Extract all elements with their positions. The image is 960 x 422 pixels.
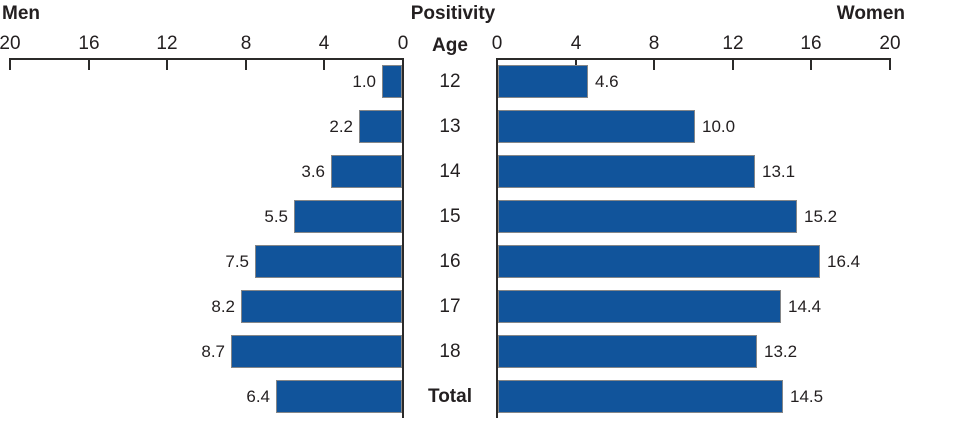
women-value-12: 4.6: [595, 72, 619, 91]
women-axis-tick-label-16: 16: [800, 33, 822, 54]
men-axis-tick-label-20: 20: [0, 33, 21, 54]
women-value-18: 13.2: [764, 342, 798, 361]
women-bar-18: [498, 335, 757, 368]
women-bar-17: [498, 290, 781, 323]
men-value-total: 6.4: [246, 387, 270, 406]
men-bar-17: [241, 290, 402, 323]
men-bar-14: [331, 155, 402, 188]
age-label-18: 18: [439, 341, 461, 362]
women-bar-total: [498, 380, 783, 413]
men-bar-18: [231, 335, 402, 368]
men-axis-tick-label-16: 16: [78, 33, 100, 54]
women-axis-tick-label-12: 12: [722, 33, 744, 54]
men-header: Men: [2, 3, 40, 24]
men-value-16: 7.5: [225, 252, 249, 271]
men-value-13: 2.2: [329, 117, 353, 136]
men-value-18: 8.7: [201, 342, 225, 361]
men-axis-tick-label-8: 8: [240, 33, 252, 54]
age-label-14: 14: [439, 161, 461, 182]
women-value-total: 14.5: [790, 387, 824, 406]
age-label-12: 12: [439, 71, 461, 92]
men-bar-15: [294, 200, 402, 233]
men-value-14: 3.6: [301, 162, 325, 181]
men-value-15: 5.5: [264, 207, 288, 226]
women-axis-tick-8: [653, 58, 655, 70]
men-axis-line: [9, 58, 404, 60]
men-bar-13: [359, 110, 402, 143]
women-value-13: 10.0: [702, 117, 736, 136]
men-axis-tick-20: [9, 58, 11, 70]
women-header: Women: [836, 3, 905, 24]
women-axis-tick-16: [810, 58, 812, 70]
men-axis-tick-16: [88, 58, 90, 70]
women-value-17: 14.4: [788, 297, 822, 316]
men-value-12: 1.0: [352, 72, 376, 91]
women-bar-15: [498, 200, 797, 233]
women-axis-line: [496, 58, 891, 60]
chart-title: Positivity: [410, 3, 496, 24]
age-label-15: 15: [439, 206, 461, 227]
women-value-14: 13.1: [762, 162, 796, 181]
men-zero-line: [402, 58, 404, 418]
women-axis-tick-label-8: 8: [648, 33, 660, 54]
age-axis-header: Age: [432, 35, 468, 56]
women-bar-13: [498, 110, 695, 143]
age-label-17: 17: [439, 296, 461, 317]
men-axis-tick-12: [166, 58, 168, 70]
women-axis-tick-label-0: 0: [491, 33, 503, 54]
women-axis-tick-label-4: 4: [570, 33, 582, 54]
women-zero-line: [496, 58, 498, 418]
women-axis-tick-label-20: 20: [879, 33, 901, 54]
men-axis-tick-label-12: 12: [156, 33, 178, 54]
women-axis-tick-20: [889, 58, 891, 70]
men-axis-tick-label-0: 0: [397, 33, 409, 54]
women-value-15: 15.2: [804, 207, 838, 226]
men-axis-tick-label-4: 4: [318, 33, 330, 54]
men-bar-total: [276, 380, 402, 413]
men-bar-12: [382, 65, 402, 98]
age-label-13: 13: [439, 116, 461, 137]
women-bar-16: [498, 245, 820, 278]
age-label-total: Total: [428, 386, 472, 407]
men-axis-tick-8: [245, 58, 247, 70]
age-label-16: 16: [439, 251, 461, 272]
women-axis-tick-12: [732, 58, 734, 70]
men-axis-tick-4: [323, 58, 325, 70]
women-bar-14: [498, 155, 755, 188]
women-axis-tick-4: [575, 58, 577, 70]
men-value-17: 8.2: [211, 297, 235, 316]
women-value-16: 16.4: [827, 252, 861, 271]
women-bar-12: [498, 65, 588, 98]
men-bar-16: [255, 245, 402, 278]
